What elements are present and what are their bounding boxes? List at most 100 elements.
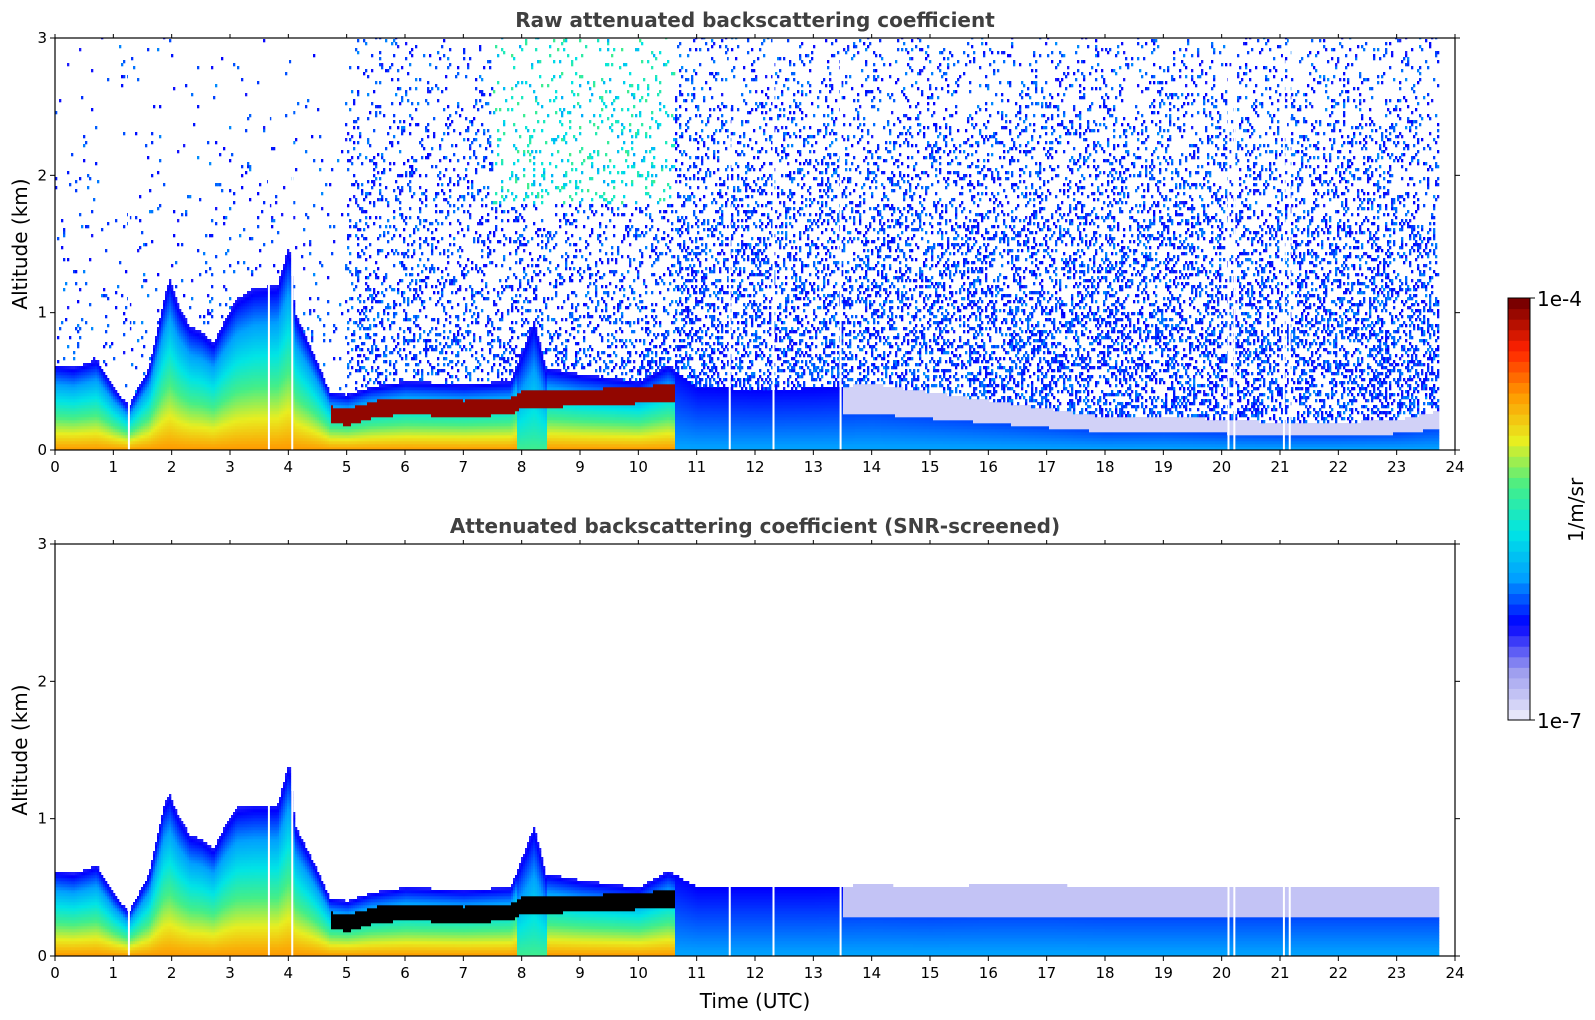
heatmap-cell [65,429,67,432]
heatmap-cell [145,444,147,447]
heatmap-cell [83,396,85,399]
heatmap-cell [151,141,153,144]
heatmap-cell [141,336,143,339]
heatmap-cell [83,159,85,162]
heatmap-cell [153,414,155,417]
heatmap-cell [99,432,101,435]
heatmap-cell [155,345,157,348]
heatmap-cell [117,285,119,288]
heatmap-cell [101,408,103,411]
heatmap-cell [69,405,71,408]
heatmap-cell [123,426,125,429]
heatmap-cell [79,414,81,417]
heatmap-cell [123,432,125,435]
heatmap-cell [157,363,159,366]
heatmap-cell [119,396,121,399]
heatmap-cell [87,366,89,369]
heatmap-cell [89,372,91,375]
heatmap-cell [103,375,105,378]
heatmap-cell [77,390,79,393]
heatmap-cell [115,291,117,294]
heatmap-cell [97,402,99,405]
heatmap-cell [107,426,109,429]
heatmap-cell [87,393,89,396]
heatmap-cell [119,417,121,420]
heatmap-cell [73,429,75,432]
heatmap-cell [159,336,161,339]
heatmap-cell [91,411,93,414]
heatmap-cell [159,105,161,108]
heatmap-cell [159,423,161,426]
heatmap-cell [131,423,133,426]
heatmap-cell [133,432,135,435]
heatmap-cell [113,405,115,408]
heatmap-cell [101,375,103,378]
heatmap-cell [59,408,61,411]
heatmap-cell [93,441,95,444]
heatmap-cell [69,426,71,429]
heatmap-cell [69,390,71,393]
heatmap-cell [161,411,163,414]
heatmap-cell [97,405,99,408]
heatmap-cell [143,402,145,405]
heatmap-cell [83,402,85,405]
heatmap-cell [93,366,95,369]
heatmap-cell [159,384,161,387]
heatmap-cell [93,393,95,396]
heatmap-cell [101,414,103,417]
heatmap-cell [117,420,119,423]
heatmap-cell [131,435,133,438]
heatmap-cell [155,399,157,402]
heatmap-cell [71,432,73,435]
heatmap-cell [151,444,153,447]
heatmap-cell [149,402,151,405]
heatmap-cell [83,375,85,378]
heatmap-cell [123,414,125,417]
heatmap-cell [89,411,91,414]
heatmap-cell [91,69,93,72]
heatmap-cell [57,438,59,441]
heatmap-cell [145,393,147,396]
heatmap-cell [99,387,101,390]
heatmap-cell [65,387,67,390]
heatmap-cell [103,399,105,402]
heatmap-cell [153,411,155,414]
heatmap-cell [79,420,81,423]
heatmap-cell [109,384,111,387]
heatmap-cell [107,417,109,420]
heatmap-cell [77,345,79,348]
heatmap-cell [79,429,81,432]
heatmap-cell [97,384,99,387]
heatmap-cell [143,429,145,432]
heatmap-cell [89,381,91,384]
heatmap-cell [91,327,93,330]
heatmap-cell [81,426,83,429]
heatmap-cell [161,390,163,393]
heatmap-cell [91,414,93,417]
heatmap-cell [133,66,135,69]
heatmap-cell [87,390,89,393]
heatmap-cell [135,390,137,393]
heatmap-cell [77,408,79,411]
heatmap-cell [61,396,63,399]
heatmap-cell [103,402,105,405]
heatmap-cell [59,414,61,417]
heatmap-cell [91,375,93,378]
heatmap-cell [149,441,151,444]
heatmap-cell [79,393,81,396]
heatmap-cell [91,420,93,423]
heatmap-cell [159,411,161,414]
heatmap-cell [151,366,153,369]
heatmap-cell [157,207,159,210]
heatmap-cell [93,390,95,393]
heatmap-cell [77,381,79,384]
heatmap-cell [105,438,107,441]
heatmap-cell [69,432,71,435]
heatmap-cell [83,384,85,387]
heatmap-cell [161,372,163,375]
heatmap-cell [159,435,161,438]
heatmap-cell [161,444,163,447]
heatmap-cell [147,429,149,432]
heatmap-cell [107,420,109,423]
heatmap-cell [145,387,147,390]
